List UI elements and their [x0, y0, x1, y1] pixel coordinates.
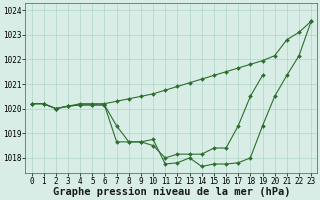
X-axis label: Graphe pression niveau de la mer (hPa): Graphe pression niveau de la mer (hPa): [52, 187, 290, 197]
